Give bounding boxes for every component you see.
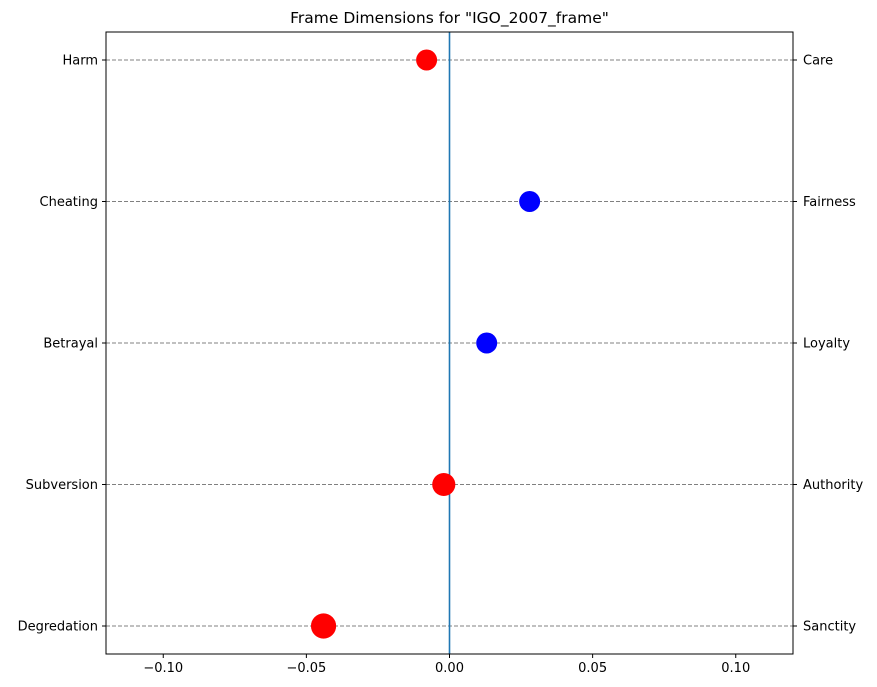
right-tick-label: Loyalty <box>803 337 850 352</box>
left-tick-label: Degredation <box>18 620 98 635</box>
data-points <box>310 49 541 639</box>
right-tick-label: Care <box>803 54 833 69</box>
left-tick-label: Subversion <box>26 478 98 493</box>
x-tick-label: −0.10 <box>143 661 183 676</box>
left-tick-label: Harm <box>62 54 98 69</box>
left-axis: Harm Cheating Betrayal Subversion Degredatio… <box>18 54 106 635</box>
x-tick-label: 0.10 <box>721 661 750 676</box>
x-tick-label: −0.05 <box>286 661 326 676</box>
right-axis: Care Fairness Loyalty Authority Sanctity <box>793 54 863 635</box>
data-point <box>476 332 498 354</box>
x-tick-label: 0.00 <box>435 661 464 676</box>
right-tick-label: Fairness <box>803 195 856 210</box>
right-tick-label: Authority <box>803 478 863 493</box>
x-tick-label: 0.05 <box>578 661 607 676</box>
right-tick-label: Sanctity <box>803 620 856 635</box>
chart-title: Frame Dimensions for "IGO_2007_frame" <box>290 9 609 28</box>
left-tick-label: Betrayal <box>43 337 98 352</box>
data-point <box>310 613 337 639</box>
data-point <box>432 472 456 497</box>
data-point <box>519 191 541 212</box>
left-tick-label: Cheating <box>40 195 98 210</box>
x-axis: −0.10 −0.05 0.00 0.05 0.10 <box>143 654 750 676</box>
data-point <box>416 49 438 71</box>
